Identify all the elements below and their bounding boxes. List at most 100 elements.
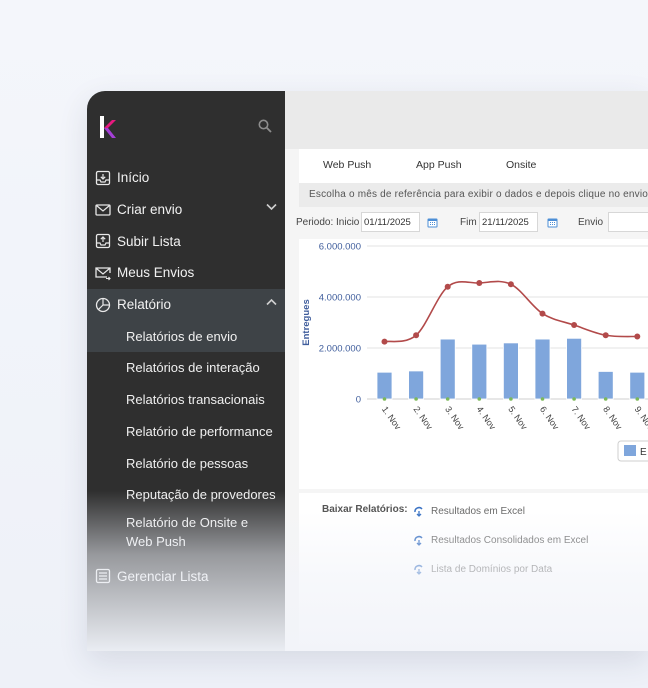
- y-tick-label: 4.000.000: [319, 293, 361, 304]
- submenu-item-relatorio-de-pessoas[interactable]: Relatório de pessoas: [87, 447, 285, 479]
- x-tick-label: 1. Nov: [380, 404, 403, 431]
- download-icon: [414, 506, 423, 517]
- app-window: Início Criar envio Subir Lista Meus En: [87, 91, 648, 651]
- line-point: [381, 338, 388, 345]
- bar: [439, 338, 456, 400]
- sidebar-item-subir-lista[interactable]: Subir Lista: [87, 225, 285, 257]
- bar: [534, 338, 551, 400]
- line-point: [507, 281, 514, 288]
- sidebar-item-meus-envios[interactable]: Meus Envios: [87, 257, 285, 289]
- submenu-item-reputacao-de-provedores[interactable]: Reputação de provedores: [87, 479, 285, 511]
- download-reports-label: Baixar Relatórios:: [322, 504, 408, 515]
- excel-results-link[interactable]: Resultados em Excel: [413, 505, 525, 517]
- envio-label: Envio: [578, 217, 604, 228]
- period-end-label: Fim: [460, 217, 477, 228]
- consolidated-excel-link[interactable]: Resultados Consolidados em Excel: [413, 534, 588, 546]
- bar: [629, 371, 646, 400]
- report-downloads: Baixar Relatórios: Resultados em Excel R…: [299, 493, 648, 651]
- submenu-item-label: Reputação de provedores: [126, 487, 276, 503]
- legend-swatch: [624, 445, 636, 456]
- line-point: [413, 332, 420, 339]
- channel-tabs: Web Push App Push Onsite: [299, 149, 648, 183]
- bar: [408, 370, 424, 400]
- baseline-marker: [635, 397, 640, 401]
- main-content: Web Push App Push Onsite Escolha o mês d…: [285, 91, 648, 651]
- legend-label: E: [640, 447, 647, 458]
- inbox-download-icon: [95, 170, 111, 186]
- y-tick-label: 2.000.000: [319, 344, 361, 355]
- series-line: [384, 280, 638, 343]
- submenu-item-label: Relatório de pessoas: [126, 455, 249, 471]
- link-label: Resultados em Excel: [431, 505, 525, 517]
- submenu-item-relatorios-de-interacao[interactable]: Relatórios de interação: [87, 352, 285, 384]
- submenu-item-label: Relatórios de interação: [126, 360, 260, 376]
- submenu-item-relatorios-de-envio[interactable]: Relatórios de envio: [87, 320, 285, 353]
- chevron-up-icon[interactable]: [266, 298, 277, 306]
- line-point: [634, 333, 641, 340]
- app-logo[interactable]: [97, 115, 117, 139]
- sidebar-item-label: Subir Lista: [117, 233, 181, 249]
- top-bar: [285, 91, 648, 149]
- sidebar-item-criar-envio[interactable]: Criar envio: [87, 194, 285, 226]
- pie-chart-icon: [95, 297, 111, 313]
- tab-app-push[interactable]: App Push: [416, 159, 462, 171]
- submenu-item-label: Relatório de Onsite e Web Push: [126, 514, 249, 549]
- chart-panel: 6.000.000 4.000.000 2.000.000 0 Entregues 1. …: [299, 239, 648, 489]
- submenu-item-onsite-web-push[interactable]: Relatório de Onsite e Web Push: [87, 511, 285, 561]
- link-label: Resultados Consolidados em Excel: [431, 534, 589, 546]
- y-axis-title: Entregues: [301, 299, 312, 345]
- x-tick-label: 7. Nov: [569, 404, 592, 431]
- bar: [471, 343, 488, 400]
- period-start-label: Periodo: Inicio: [296, 217, 360, 228]
- baseline-marker: [477, 397, 482, 401]
- x-tick-label: 5. Nov: [506, 404, 529, 431]
- x-tick-label: 4. Nov: [475, 404, 498, 431]
- chevron-down-icon[interactable]: [266, 203, 277, 211]
- submenu-item-label: Relatórios de envio: [126, 328, 238, 344]
- baseline-marker: [572, 397, 576, 401]
- bar: [376, 371, 393, 400]
- envelope-icon: [95, 202, 111, 218]
- upload-list-icon: [95, 233, 111, 249]
- sidebar-item-relatorio[interactable]: Relatório: [87, 288, 285, 321]
- period-filters: Periodo: Inicio Fim Envio: [296, 209, 648, 237]
- instruction-text: Escolha o mês de referência para exibir …: [299, 183, 648, 207]
- x-tick-label: 2. Nov: [411, 404, 434, 431]
- search-icon[interactable]: [258, 119, 272, 133]
- sidebar-nav: Início Criar envio Subir Lista Meus En: [87, 162, 285, 592]
- sidebar-item-label: Início: [117, 170, 150, 186]
- envio-select[interactable]: [608, 212, 648, 232]
- baseline-marker: [540, 397, 545, 401]
- end-date-input[interactable]: [479, 212, 538, 232]
- sidebar-item-inicio[interactable]: Início: [87, 162, 285, 194]
- baseline-marker: [509, 397, 513, 401]
- x-tick-label: 9. Nov: [633, 404, 648, 431]
- download-icon: [414, 535, 423, 546]
- sidebar: Início Criar envio Subir Lista Meus En: [87, 91, 285, 651]
- sidebar-item-label: Criar envio: [117, 202, 183, 218]
- submenu-item-relatorio-de-performance[interactable]: Relatório de performance: [87, 416, 285, 448]
- baseline-marker: [414, 397, 418, 401]
- x-tick-label: 8. Nov: [601, 404, 624, 431]
- calendar-icon[interactable]: [427, 217, 438, 228]
- tab-web-push[interactable]: Web Push: [323, 159, 372, 171]
- calendar-icon[interactable]: [547, 217, 558, 228]
- sidebar-item-gerenciar-lista[interactable]: Gerenciar Lista: [87, 561, 285, 593]
- download-icon: [414, 564, 423, 575]
- y-tick-label: 6.000.000: [319, 242, 361, 253]
- delivery-chart: 6.000.000 4.000.000 2.000.000 0 Entregues 1. …: [301, 242, 648, 462]
- baseline-marker: [445, 397, 450, 401]
- submenu-item-label: Relatórios transacionais: [126, 392, 265, 408]
- x-tick-label: 6. Nov: [538, 404, 561, 431]
- start-date-input[interactable]: [361, 212, 420, 232]
- sidebar-item-label: Meus Envios: [117, 265, 195, 281]
- bar: [566, 337, 583, 400]
- bar: [502, 342, 519, 400]
- bar: [597, 371, 614, 400]
- tab-onsite[interactable]: Onsite: [506, 159, 537, 171]
- baseline-marker: [382, 397, 387, 401]
- line-point: [602, 332, 609, 339]
- domains-by-date-link[interactable]: Lista de Domínios por Data: [413, 563, 552, 575]
- submenu-item-relatorios-transacionais[interactable]: Relatórios transacionais: [87, 384, 285, 416]
- line-point: [476, 279, 483, 286]
